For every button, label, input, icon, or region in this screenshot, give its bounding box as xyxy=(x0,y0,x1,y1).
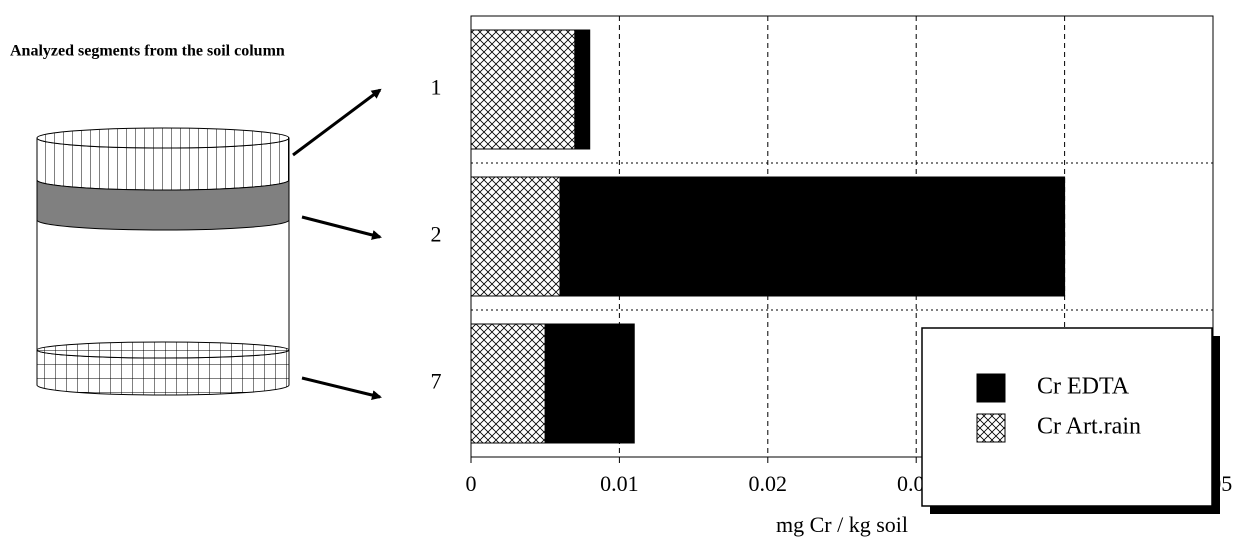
legend-swatch xyxy=(976,413,1006,443)
plot-frame xyxy=(470,15,1214,458)
arrows xyxy=(292,88,382,400)
soil-column xyxy=(36,127,290,396)
y-tick-label: 1 xyxy=(431,75,442,100)
bar-segment xyxy=(470,29,576,150)
bar-segment xyxy=(574,29,591,150)
x-tick-label: 0.02 xyxy=(749,471,788,496)
y-tick-label: 7 xyxy=(431,369,442,394)
bar-segment xyxy=(470,176,561,297)
bar-segment xyxy=(559,176,1066,297)
x-tick-label: 0.01 xyxy=(600,471,639,496)
annotation: Analyzed segments from the soil column xyxy=(10,43,285,60)
bar-segment xyxy=(544,323,635,444)
bar-segment xyxy=(470,323,546,444)
y-tick-label: 2 xyxy=(431,222,442,247)
x-tick-label: 0 xyxy=(466,471,477,496)
legend-swatch xyxy=(976,373,1006,403)
legend xyxy=(921,327,1213,507)
x-axis-label: mg Cr / kg soil xyxy=(776,512,908,537)
legend-label: Cr Art.rain xyxy=(1037,414,1141,440)
legend-label: Cr EDTA xyxy=(1037,374,1130,400)
